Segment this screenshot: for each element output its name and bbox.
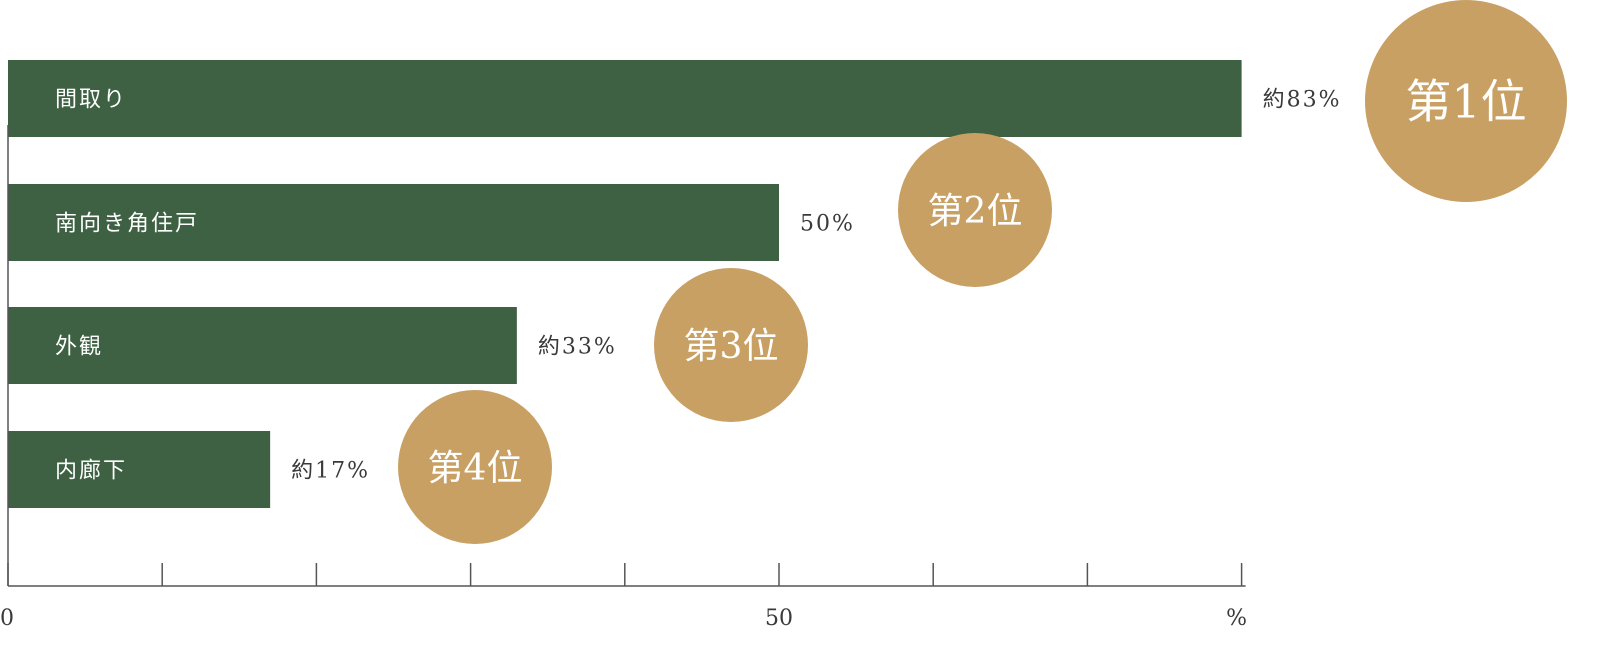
bar-category-label: 間取り bbox=[55, 88, 127, 113]
bar-value-label: 50% bbox=[800, 212, 855, 237]
rank-label: 第3位 bbox=[684, 326, 779, 367]
rank-label: 第4位 bbox=[428, 448, 523, 489]
bar-value-label: 約17% bbox=[291, 459, 370, 484]
rank-badge-3 bbox=[654, 268, 808, 422]
bar-category-label: 南向き角住戸 bbox=[55, 212, 199, 237]
rank-label: 第1位 bbox=[1405, 75, 1526, 129]
rank-label: 第2位 bbox=[928, 191, 1023, 232]
rank-badge-2 bbox=[898, 133, 1052, 287]
bars-layer bbox=[8, 60, 1242, 508]
bar-4 bbox=[8, 431, 271, 508]
bar-3 bbox=[8, 307, 517, 384]
bar-1 bbox=[8, 60, 1242, 137]
x-tick-label: 50 bbox=[765, 606, 793, 631]
axis-layer: 0 50% bbox=[0, 125, 1247, 631]
bar-2 bbox=[8, 184, 779, 261]
bar-value-label: 約33% bbox=[538, 335, 617, 360]
bar-category-label: 内廊下 bbox=[55, 459, 127, 484]
bar-value-label: 約83% bbox=[1263, 88, 1342, 113]
x-tick-label: 0 bbox=[0, 606, 14, 631]
x-tick-label: % bbox=[1226, 606, 1247, 631]
rank-badge-4 bbox=[398, 390, 552, 544]
labels-layer: 間取り 約83% 南向き角住戸 50% 外観 約33% 内廊下 約17% bbox=[55, 88, 1342, 484]
bar-category-label: 外観 bbox=[55, 335, 103, 360]
rank-badge-1 bbox=[1365, 0, 1567, 202]
